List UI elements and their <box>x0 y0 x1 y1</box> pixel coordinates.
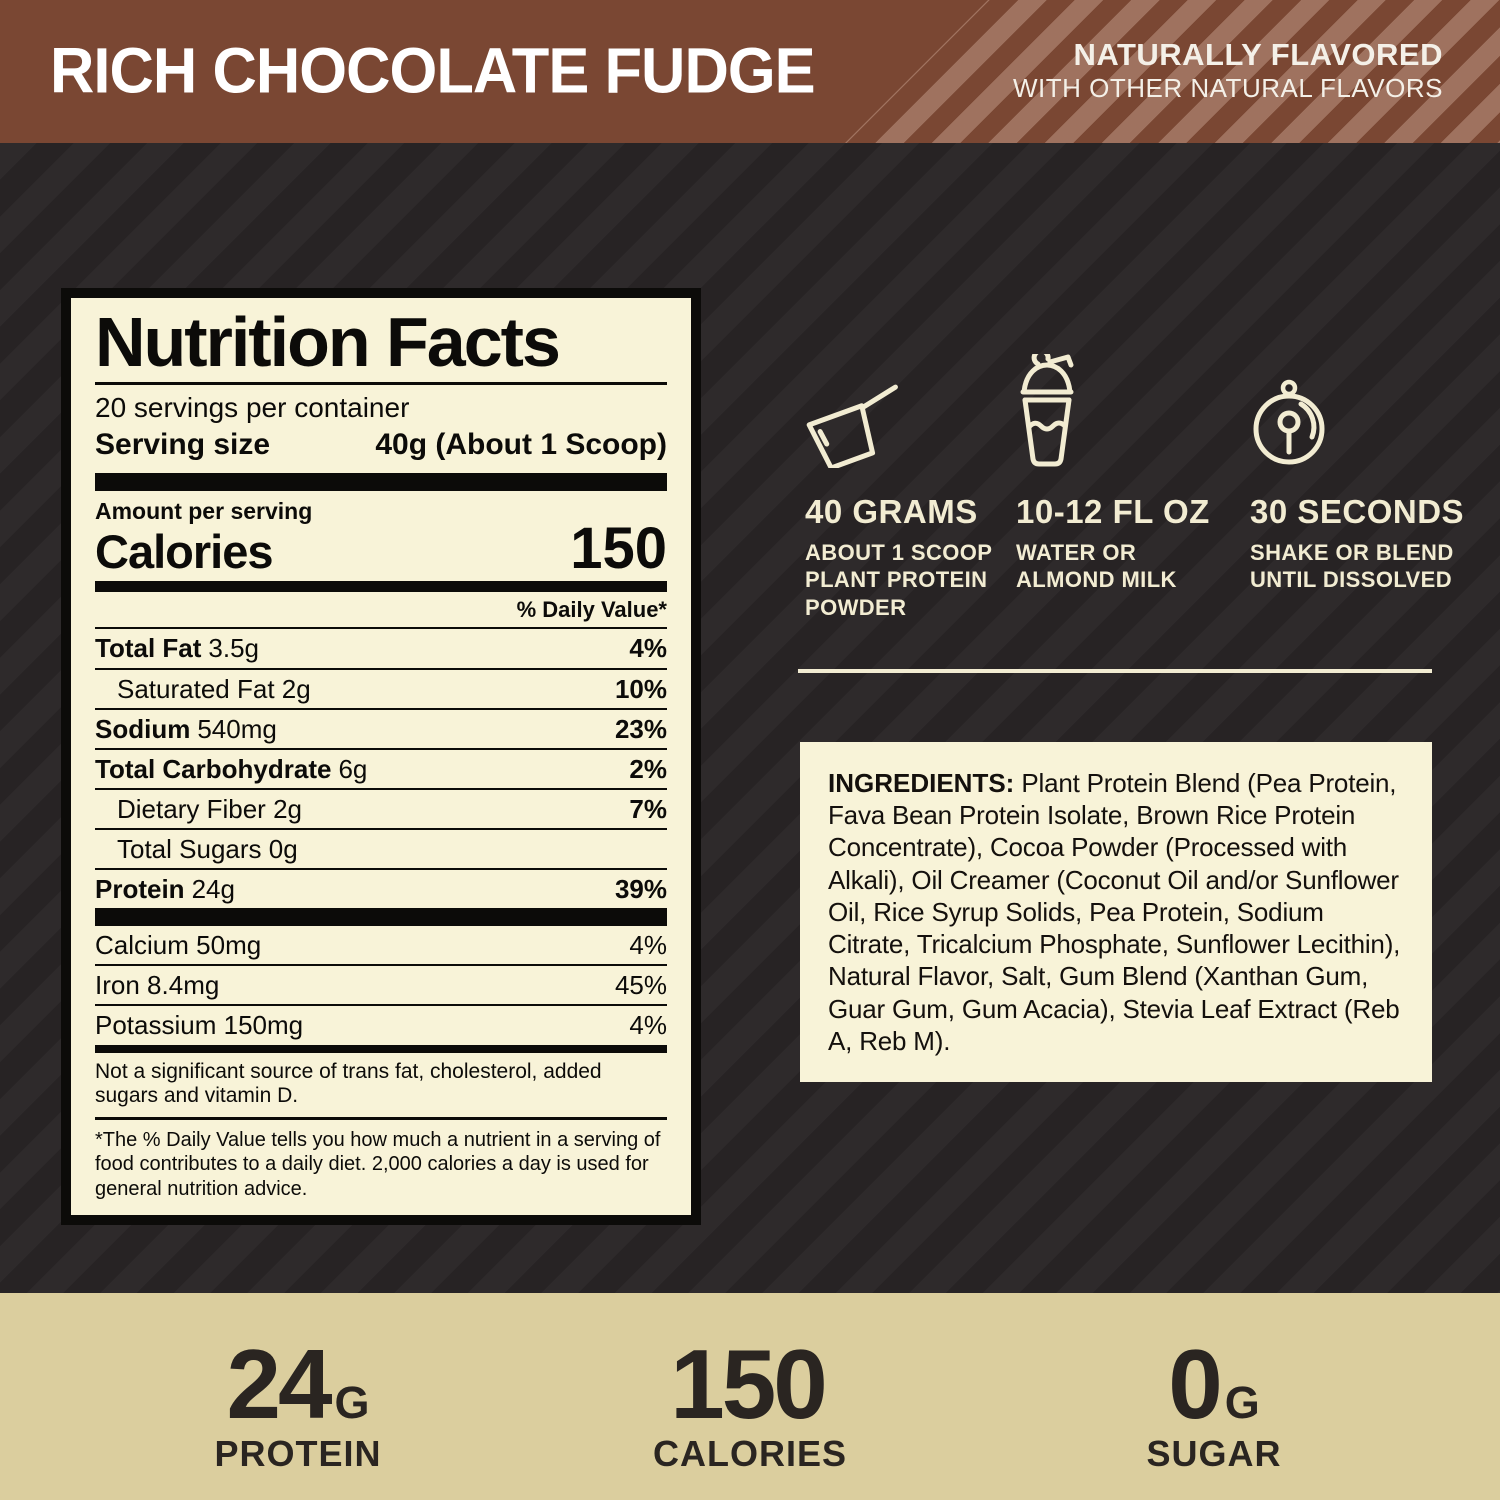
scoop-icon <box>806 384 898 468</box>
nutrient-row-sodium: Sodium 540mg 23% <box>95 710 667 750</box>
serving-size-value: 40g (About 1 Scoop) <box>375 427 667 461</box>
mineral-row-iron: Iron 8.4mg 45% <box>95 966 667 1007</box>
flavor-claim: NATURALLY FLAVORED WITH OTHER NATURAL FL… <box>1013 39 1443 101</box>
nutrient-amount: 540mg <box>197 713 277 744</box>
nutrient-name: Protein <box>95 874 185 905</box>
nutrient-amount: 24g <box>191 874 235 905</box>
direction-step-scoop: 40 GRAMS ABOUT 1 SCOOP PLANT PROTEIN POW… <box>805 352 992 621</box>
servings-per-container: 20 servings per container <box>95 392 410 424</box>
nutrient-amount: 6g <box>338 753 368 784</box>
ingredients-text: Plant Protein Blend (Pea Protein, Fava B… <box>828 768 1401 1056</box>
small-divider-bar <box>95 1044 667 1053</box>
stat-value: 0 <box>1168 1329 1222 1439</box>
nutrient-amount: 3.5g <box>208 633 260 664</box>
direction-step-timer: 30 SECONDS SHAKE OR BLEND UNTIL DISSOLVE… <box>1250 352 1464 594</box>
step-headline: 40 GRAMS <box>805 493 978 530</box>
daily-value-header: % Daily Value* <box>95 592 667 630</box>
stats-footer: 24 G PROTEIN 150 CALORIES 0 G SUGAR <box>0 1293 1500 1500</box>
nutrient-name: Sodium <box>95 713 191 744</box>
not-significant-note: Not a significant source of trans fat, c… <box>95 1053 667 1121</box>
stat-calories: 150 CALORIES <box>652 1329 848 1475</box>
mineral-name: Calcium <box>95 930 189 961</box>
step-subtext: SHAKE OR BLEND UNTIL DISSOLVED <box>1250 540 1454 593</box>
nutrient-row-protein: Protein 24g 39% <box>95 870 667 908</box>
mineral-row-potassium: Potassium 150mg 4% <box>95 1006 667 1044</box>
claim-line-1: NATURALLY FLAVORED <box>1073 37 1443 72</box>
nutrient-daily-value: 2% <box>629 753 667 784</box>
step-subtext: WATER OR ALMOND MILK <box>1016 540 1177 593</box>
stat-label: CALORIES <box>652 1433 848 1475</box>
flavor-title: RICH CHOCOLATE FUDGE <box>50 34 816 107</box>
step-subtext: ABOUT 1 SCOOP PLANT PROTEIN POWDER <box>805 540 993 620</box>
nutrient-row-total-sugars: Total Sugars 0g <box>95 830 667 871</box>
nutrient-row-saturated-fat: Saturated Fat 2g 10% <box>95 670 667 710</box>
nutrient-daily-value: 39% <box>614 874 667 905</box>
mineral-amount: 50mg <box>196 930 262 961</box>
calories-row: Calories 150 <box>95 515 667 581</box>
serving-size-label: Serving size <box>95 427 271 461</box>
ingredients-panel: INGREDIENTS: Plant Protein Blend (Pea Pr… <box>800 742 1432 1083</box>
nutrient-row-total-carbohydrate: Total Carbohydrate 6g 2% <box>95 750 667 790</box>
nutrition-facts-title: Nutrition Facts <box>95 307 667 386</box>
mineral-name: Iron <box>95 970 140 1001</box>
claim-line-2: WITH OTHER NATURAL FLAVORS <box>1013 73 1443 103</box>
stat-protein: 24 G PROTEIN <box>214 1329 382 1475</box>
direction-step-shaker: 10-12 FL OZ WATER OR ALMOND MILK <box>1016 352 1210 594</box>
calories-value: 150 <box>570 515 667 581</box>
nutrient-name: Total Fat <box>95 633 202 664</box>
stat-unit: G <box>334 1377 370 1428</box>
stat-sugar: 0 G SUGAR <box>1146 1329 1282 1475</box>
nutrient-amount: 2g <box>281 673 311 704</box>
stat-label: PROTEIN <box>214 1433 382 1475</box>
mineral-daily-value: 45% <box>614 970 667 1001</box>
nutrient-amount: 0g <box>268 833 298 864</box>
nutrient-amount: 2g <box>273 793 302 824</box>
mineral-amount: 150mg <box>223 1010 304 1041</box>
medium-divider-bar <box>95 581 667 593</box>
mineral-amount: 8.4mg <box>147 970 220 1001</box>
mineral-row-calcium: Calcium 50mg 4% <box>95 926 667 967</box>
nutrient-row-dietary-fiber: Dietary Fiber 2g 7% <box>95 790 667 830</box>
step-headline: 10-12 FL OZ <box>1016 493 1210 530</box>
calories-label: Calories <box>95 525 273 579</box>
stat-value: 24 <box>226 1329 332 1439</box>
nutrient-daily-value: 23% <box>614 713 667 744</box>
step-headline: 30 SECONDS <box>1250 493 1465 530</box>
daily-value-footnote: *The % Daily Value tells you how much a … <box>95 1129 661 1200</box>
nutrient-daily-value: 10% <box>614 673 667 704</box>
serving-size-row: Serving size 40g (About 1 Scoop) <box>95 428 667 461</box>
stat-value: 150 <box>670 1329 828 1439</box>
nutrient-name: Saturated Fat <box>117 673 275 704</box>
nutrition-facts-panel: Nutrition Facts 20 servings per containe… <box>61 288 701 1226</box>
section-divider-line <box>798 669 1432 673</box>
nutrient-name: Dietary Fiber <box>117 793 266 824</box>
amount-per-serving-label: Amount per serving <box>95 497 313 524</box>
nutrient-name: Total Carbohydrate <box>95 753 332 784</box>
mineral-daily-value: 4% <box>629 1010 667 1041</box>
stat-label: SUGAR <box>1146 1433 1282 1475</box>
stat-unit: G <box>1224 1377 1260 1428</box>
mineral-name: Potassium <box>95 1010 217 1041</box>
nutrient-daily-value: 4% <box>629 633 667 664</box>
flavor-banner: RICH CHOCOLATE FUDGE NATURALLY FLAVORED … <box>0 0 1500 143</box>
nutrient-row-total-fat: Total Fat 3.5g 4% <box>95 629 667 670</box>
thick-divider-bar <box>95 472 667 491</box>
nutrient-daily-value: 7% <box>629 793 667 824</box>
ingredients-heading: INGREDIENTS: <box>828 768 1015 798</box>
shaker-bottle-icon <box>1020 354 1074 467</box>
mineral-daily-value: 4% <box>629 930 667 961</box>
thick-divider-bar <box>95 908 667 927</box>
timer-icon <box>1253 379 1325 465</box>
nutrient-name: Total Sugars <box>117 833 262 864</box>
